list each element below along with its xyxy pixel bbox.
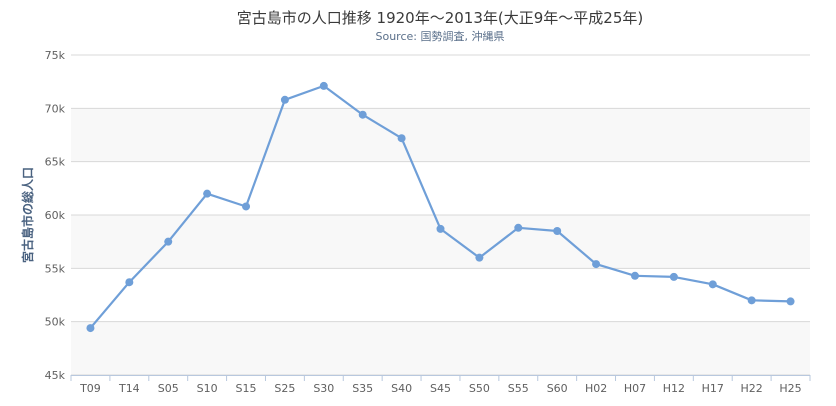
x-tick-label: S05 [158,382,179,395]
x-tick-label: S10 [197,382,218,395]
y-axis-ticks: 45k 50k 55k 60k 65k 70k 75k [45,49,66,382]
data-point[interactable] [242,202,251,211]
data-point[interactable] [397,134,406,143]
x-tick-label: H22 [741,382,763,395]
y-tick-label: 70k [45,102,66,115]
x-tick-label: S15 [236,382,257,395]
data-point[interactable] [786,297,795,306]
data-point[interactable] [86,324,95,333]
x-tick-label: S30 [313,382,334,395]
data-point[interactable] [358,110,367,119]
y-tick-label: 65k [45,156,66,169]
data-point[interactable] [125,278,134,287]
x-tick-label: H17 [702,382,724,395]
data-point[interactable] [280,95,289,104]
chart-title: 宮古島市の人口推移 1920年～2013年(大正9年～平成25年) [237,9,643,27]
data-point[interactable] [747,296,756,305]
x-tick-label: S60 [547,382,568,395]
x-tick-label: S55 [508,382,529,395]
data-point[interactable] [630,271,639,280]
y-tick-label: 55k [45,262,66,275]
x-tick-label: H07 [624,382,646,395]
data-point[interactable] [319,81,328,90]
x-tick-label: S35 [352,382,373,395]
plot-band [71,215,810,269]
plot-band [71,321,810,375]
data-point[interactable] [475,253,484,262]
x-axis [70,375,811,381]
plot-band [71,108,810,162]
y-tick-label: 60k [45,209,66,222]
y-tick-label: 75k [45,49,66,62]
x-tick-label: T09 [79,382,101,395]
x-tick-label: S45 [430,382,451,395]
x-tick-label: S50 [469,382,490,395]
data-point[interactable] [708,280,717,289]
x-axis-ticks: T09 T14 S05 S10 S15 S25 S30 S35 S40 S45 S50 S55 S60 H… [79,382,802,395]
y-axis-label: 宮古島市の総人口 [20,167,35,263]
data-point[interactable] [436,224,445,233]
x-tick-label: H25 [779,382,801,395]
data-point[interactable] [669,272,678,281]
data-point[interactable] [164,237,173,246]
data-point[interactable] [514,223,523,232]
series-points [86,81,795,333]
y-tick-label: 45k [45,369,66,382]
chart-subtitle: Source: 国勢調査, 沖縄県 [376,29,505,43]
data-point[interactable] [553,227,562,235]
plot-bands [71,108,810,375]
x-tick-label: H12 [663,382,685,395]
data-point[interactable] [592,260,601,269]
y-tick-label: 50k [45,316,66,329]
x-tick-label: S40 [391,382,412,395]
x-tick-label: T14 [118,382,140,395]
x-tick-label: H02 [585,382,607,395]
data-point[interactable] [203,189,212,198]
x-tick-label: S25 [274,382,295,395]
gridlines [71,54,810,376]
